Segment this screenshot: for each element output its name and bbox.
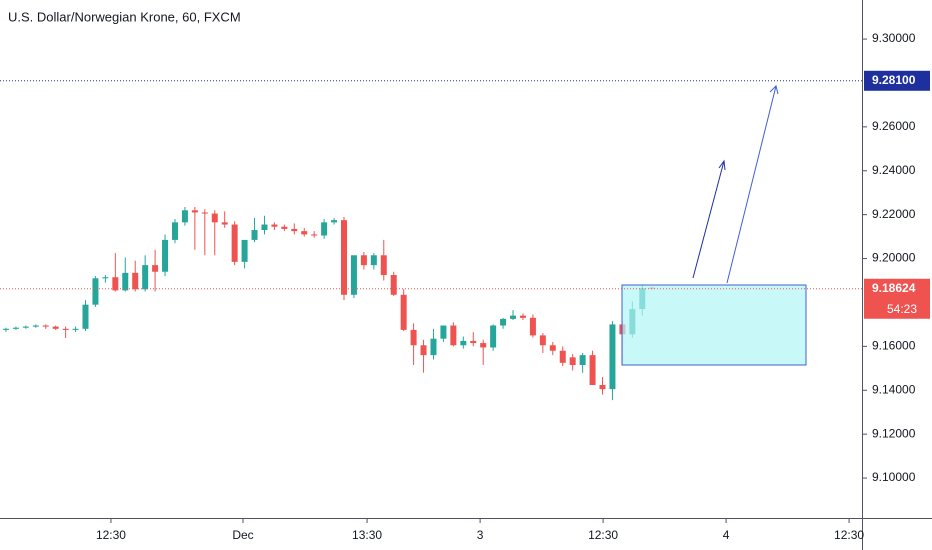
y-tick-label: 9.12000 <box>872 426 916 440</box>
candle-body <box>42 325 49 327</box>
x-tick-label: Dec <box>232 528 253 542</box>
candle-body <box>589 355 596 385</box>
candle-body <box>281 226 288 229</box>
candle-body <box>450 325 457 346</box>
last-price-label: 9.18624 <box>872 281 916 295</box>
y-tick-label: 9.30000 <box>872 31 916 45</box>
y-tick-label: 9.14000 <box>872 382 916 396</box>
candle-body <box>519 315 526 318</box>
arrow-drawings <box>692 85 779 284</box>
candle-body <box>271 224 278 227</box>
candle-body <box>231 224 238 262</box>
x-tick-label: 3 <box>477 528 484 542</box>
candle-body <box>72 328 79 330</box>
candle-body <box>410 329 417 346</box>
candle-body <box>579 355 586 366</box>
candle-body <box>52 326 59 329</box>
candle-body <box>350 255 357 295</box>
candle-body <box>311 234 318 236</box>
candle-body <box>132 272 139 290</box>
candle-body <box>142 265 149 290</box>
candle-body <box>529 317 536 336</box>
candle-body <box>211 213 218 223</box>
candle-body <box>241 239 248 262</box>
y-tick-label: 9.10000 <box>872 470 916 484</box>
candle-body <box>470 340 477 344</box>
candle-body <box>62 328 69 330</box>
candle-body <box>539 335 546 346</box>
candle-body <box>152 265 159 272</box>
rectangle-drawing <box>621 284 807 366</box>
candle-body <box>390 275 397 295</box>
candle-body <box>201 212 208 214</box>
x-tick-label: 12:30 <box>834 528 864 542</box>
chart-title: U.S. Dollar/Norwegian Krone, 60, FXCM <box>8 9 241 24</box>
arrow-line <box>692 160 725 279</box>
candle-body <box>599 384 606 390</box>
candle-body <box>102 277 109 279</box>
candle-body <box>221 222 228 225</box>
candle-body <box>549 345 556 351</box>
candle-body <box>460 340 467 346</box>
arrow-head <box>718 159 726 171</box>
candle-body <box>430 338 437 356</box>
hline-label: 9.28100 <box>872 73 916 87</box>
candle-body <box>32 325 39 327</box>
candle-body <box>569 357 576 366</box>
candle-body <box>112 277 119 291</box>
candle-body <box>420 345 427 356</box>
candle-body <box>92 278 99 305</box>
candle-body <box>331 220 338 223</box>
candle-body <box>559 350 566 363</box>
last-price-bg <box>864 278 930 319</box>
candle-body <box>380 255 387 276</box>
candle-body <box>321 222 328 236</box>
candle-body <box>251 230 258 240</box>
candle-body <box>162 239 169 272</box>
plot-area <box>2 206 656 401</box>
y-tick-label: 9.22000 <box>872 207 916 221</box>
candle-body <box>440 325 447 339</box>
countdown-label: 54:23 <box>887 302 917 316</box>
candle-body <box>122 272 129 291</box>
x-tick-label: 12:30 <box>96 528 126 542</box>
hline-label-bg <box>864 70 930 91</box>
x-tick-label: 12:30 <box>588 528 618 542</box>
y-tick-label: 9.16000 <box>872 339 916 353</box>
candle-body <box>500 318 507 326</box>
arrow-head <box>769 85 779 95</box>
candle-body <box>261 224 268 231</box>
y-tick-label: 9.24000 <box>872 163 916 177</box>
candle-body <box>82 304 89 329</box>
candle-body <box>510 315 517 319</box>
candle-body <box>370 255 377 266</box>
x-tick-label: 4 <box>723 528 730 542</box>
candle-body <box>609 324 616 390</box>
candle-body <box>400 294 407 330</box>
candle-body <box>191 210 198 213</box>
candle-body <box>171 222 178 240</box>
candle-body <box>490 325 497 348</box>
candle-body <box>181 210 188 223</box>
candle-body <box>22 326 29 328</box>
candle-body <box>360 255 367 266</box>
candle-body <box>12 327 19 329</box>
y-tick-label: 9.20000 <box>872 251 916 265</box>
candle-body <box>301 231 308 235</box>
candle-body <box>480 343 487 348</box>
y-tick-label: 9.26000 <box>872 119 916 133</box>
x-tick-label: 13:30 <box>352 528 382 542</box>
candle-body <box>2 328 9 330</box>
arrow-line <box>726 85 777 284</box>
candle-body <box>341 220 348 295</box>
candle-body <box>291 228 298 232</box>
